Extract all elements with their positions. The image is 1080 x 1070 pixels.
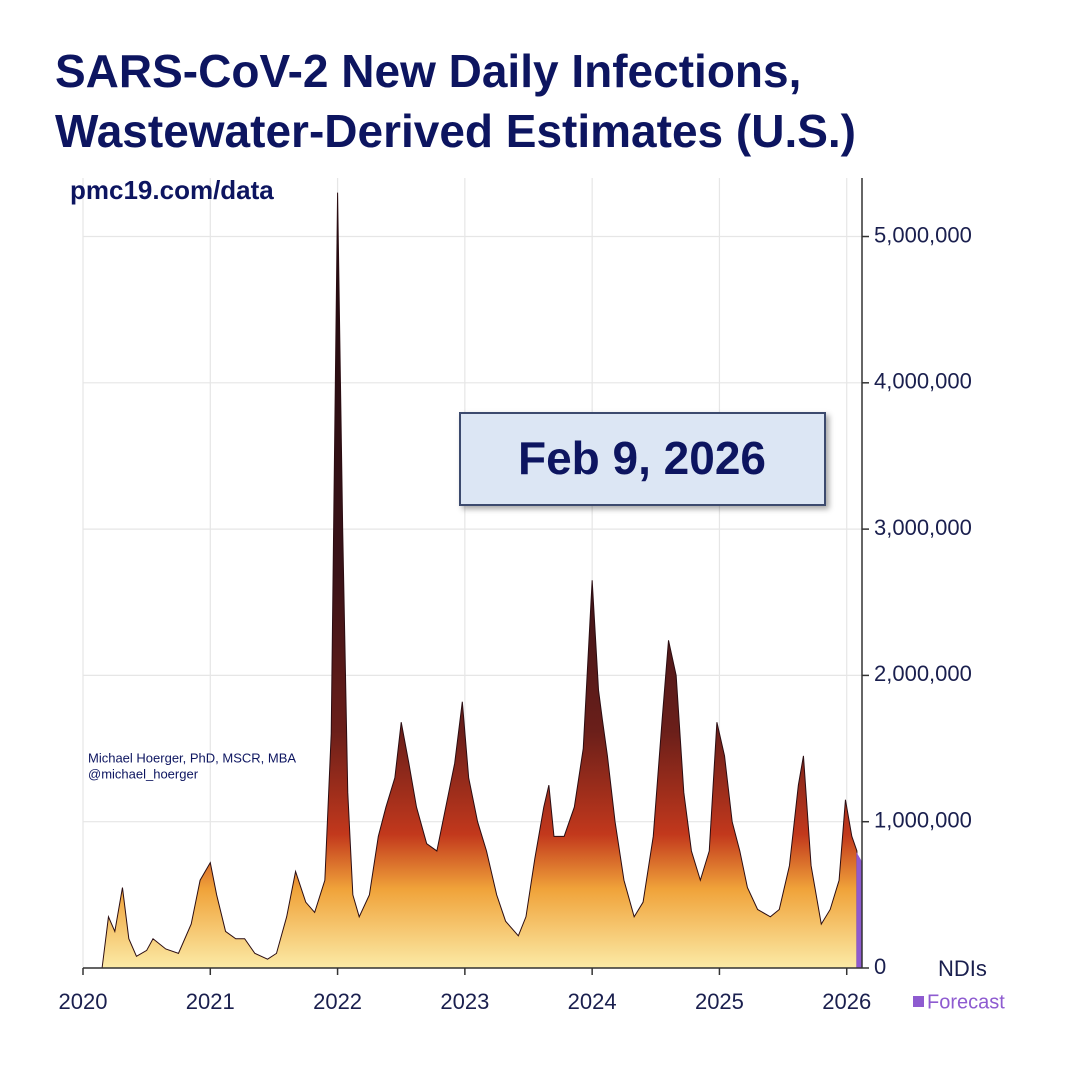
data	[101, 192, 863, 969]
credit: Michael Hoerger, PhD, MSCR, MBA	[88, 750, 296, 765]
y-tick-label: 0	[874, 954, 886, 979]
x-tick-label: 2026	[822, 989, 871, 1014]
credit: @michael_hoerger	[88, 766, 199, 781]
chart-title: Wastewater-Derived Estimates (U.S.)	[55, 105, 856, 157]
y-axis-label: NDIs	[938, 956, 987, 981]
chart-title: SARS-CoV-2 New Daily Infections,	[55, 45, 801, 97]
legend-label: Forecast	[927, 991, 1005, 1013]
legend-swatch	[913, 996, 924, 1007]
x-tick-label: 2024	[568, 989, 617, 1014]
y-tick-label: 5,000,000	[874, 222, 972, 247]
y-tick-label: 1,000,000	[874, 808, 972, 833]
x-tick-label: 2023	[440, 989, 489, 1014]
annotation: Feb 9, 2026	[518, 432, 766, 484]
x-tick-label: 2021	[186, 989, 235, 1014]
annotation-box	[459, 412, 826, 506]
x-tick-label: 2025	[695, 989, 744, 1014]
forecast-area	[856, 852, 863, 969]
area	[101, 192, 858, 969]
x-tick-label: 2020	[59, 989, 108, 1014]
y-tick-label: 3,000,000	[874, 515, 972, 540]
x-tick-label: 2022	[313, 989, 362, 1014]
y-tick-label: 4,000,000	[874, 369, 972, 394]
y-tick-label: 2,000,000	[874, 661, 972, 686]
subtitle: pmc19.com/data	[70, 175, 274, 205]
